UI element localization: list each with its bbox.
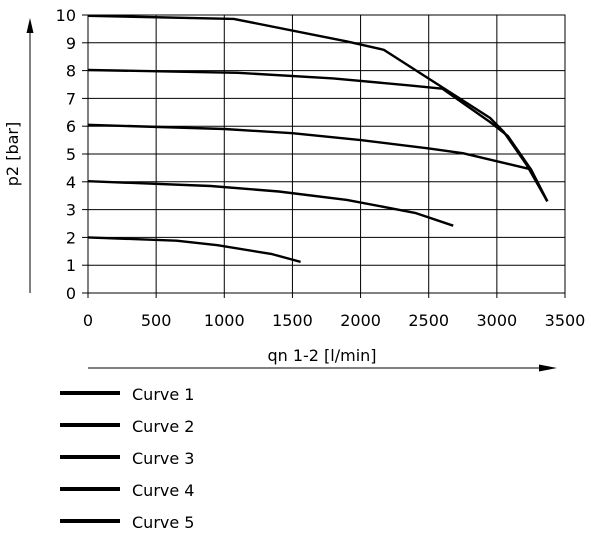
- chart-ticks: 0 500 1000 1500 2000 2500 3000 3500 0 1 2 3 4 5 6 7 8 9 10: [56, 6, 586, 330]
- legend-label-5: Curve 5: [132, 513, 194, 532]
- x-tick-label-7: 3500: [545, 311, 586, 330]
- x-tick-label-0: 0: [83, 311, 93, 330]
- x-axis-arrow-head: [539, 364, 557, 372]
- series-line-5: [87, 14, 549, 202]
- chart-legend: Curve 1 Curve 2 Curve 3 Curve 4 Curve 5: [60, 385, 194, 532]
- x-tick-label-3: 1500: [272, 311, 313, 330]
- series-line-1: [87, 236, 301, 264]
- y-tick-label-10: 10: [56, 6, 76, 25]
- x-tick-label-5: 2500: [408, 311, 449, 330]
- series-line-2: [87, 180, 454, 227]
- chart-series: [87, 14, 549, 264]
- chart-axes: [26, 14, 566, 372]
- y-axis-arrow-head: [26, 18, 34, 33]
- legend-label-2: Curve 2: [132, 417, 194, 436]
- y-axis-label: p2 [bar]: [3, 122, 22, 186]
- chart-grid: [88, 15, 565, 293]
- y-tick-label-4: 4: [66, 173, 76, 192]
- y-tick-label-9: 9: [66, 34, 76, 53]
- y-tick-label-8: 8: [66, 62, 76, 81]
- y-tick-label-2: 2: [66, 228, 76, 247]
- x-axis-label: qn 1-2 [l/min]: [267, 346, 376, 365]
- series-line-3: [87, 123, 549, 202]
- x-tick-label-6: 3000: [476, 311, 517, 330]
- x-tick-label-2: 1000: [204, 311, 245, 330]
- x-tick-label-4: 2000: [340, 311, 381, 330]
- plot-frame: [87, 14, 566, 294]
- y-tick-label-1: 1: [66, 256, 76, 275]
- y-tick-label-0: 0: [66, 284, 76, 303]
- y-tick-label-7: 7: [66, 89, 76, 108]
- x-tick-label-1: 500: [141, 311, 172, 330]
- y-tick-label-3: 3: [66, 201, 76, 220]
- y-tick-label-5: 5: [66, 145, 76, 164]
- legend-label-4: Curve 4: [132, 481, 194, 500]
- legend-label-3: Curve 3: [132, 449, 194, 468]
- legend-label-1: Curve 1: [132, 385, 194, 404]
- y-tick-label-6: 6: [66, 117, 76, 136]
